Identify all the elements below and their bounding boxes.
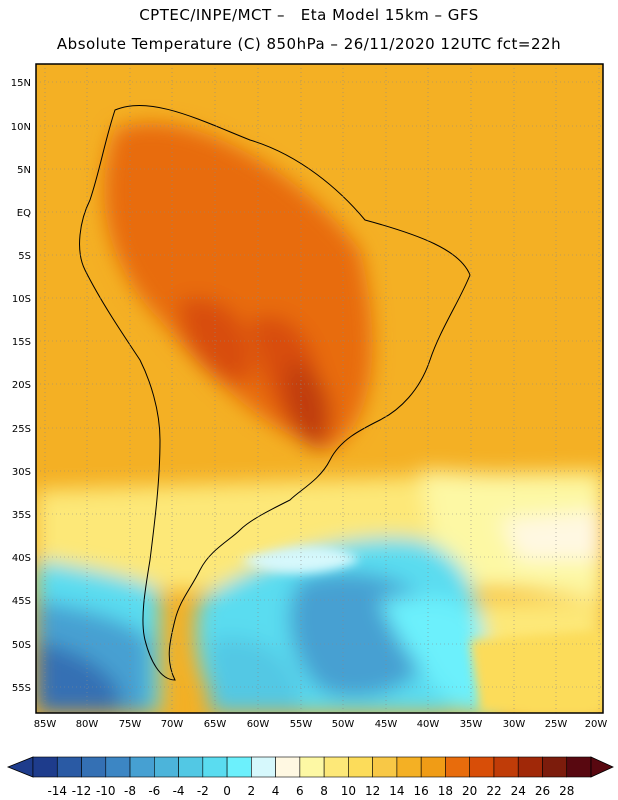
legend-tick-label: 0: [223, 784, 231, 798]
lat-label: 40S: [12, 553, 31, 564]
lon-label: 30W: [503, 719, 526, 730]
legend-tick-label: 16: [414, 784, 429, 798]
legend-swatch: [348, 756, 373, 778]
legend-tick-label: -4: [173, 784, 185, 798]
legend-swatch: [469, 756, 495, 778]
temperature-field: [36, 64, 603, 713]
lon-label: 85W: [34, 719, 57, 730]
latitude-labels: 15N 10N 5N EQ 5S 10S 15S 20S 25S 30S 35S…: [11, 78, 31, 694]
legend-tick-label: 8: [320, 784, 328, 798]
legend-tick-label: 22: [486, 784, 501, 798]
legend-tick-label: 6: [296, 784, 304, 798]
lat-label: 5N: [17, 165, 31, 176]
lat-label: 20S: [12, 380, 31, 391]
lon-label: 20W: [585, 719, 608, 730]
legend-tick-label: 12: [365, 784, 380, 798]
legend-swatch: [542, 756, 568, 778]
continent-outline: [79, 104, 471, 681]
lon-label: 60W: [247, 719, 270, 730]
lat-label: 55S: [12, 683, 31, 694]
legend-swatch: [323, 756, 349, 778]
lon-label: 35W: [460, 719, 483, 730]
lat-label: 30S: [12, 467, 31, 478]
legend-swatch: [178, 756, 204, 778]
lat-label: 35S: [12, 510, 31, 521]
legend-swatch: [372, 756, 398, 778]
lon-label: 75W: [119, 719, 142, 730]
map-frame: [35, 63, 604, 714]
legend-swatch: [202, 756, 228, 778]
lat-label: EQ: [17, 208, 31, 219]
legend-swatch: [226, 756, 252, 778]
lat-label: 10S: [12, 294, 31, 305]
legend-tick-label: -8: [124, 784, 136, 798]
lat-label: 50S: [12, 640, 31, 651]
legend-tick-label: 28: [559, 784, 574, 798]
legend-swatch: [81, 756, 107, 778]
lat-label: 10N: [11, 122, 31, 133]
legend-swatch: [517, 756, 543, 778]
legend-swatch: [251, 756, 276, 778]
legend-swatch: [275, 756, 301, 778]
lat-label: 15S: [12, 337, 31, 348]
lon-label: 65W: [204, 719, 227, 730]
legend-swatch: [420, 756, 446, 778]
legend-swatch: [129, 756, 155, 778]
legend-tick-label: 14: [389, 784, 404, 798]
legend-swatch: [445, 756, 470, 778]
legend-swatch: [566, 756, 592, 778]
lon-label: 45W: [375, 719, 398, 730]
legend-swatch: [105, 756, 131, 778]
legend-tick-label: -14: [47, 784, 67, 798]
legend-tick-label: -10: [96, 784, 116, 798]
color-scale-legend: -14 -12 -10 -8 -6 -4 -2 0 2 4 6 8 10 12 14 16 18 20 22 24 26…: [6, 756, 614, 798]
lon-label: 50W: [332, 719, 355, 730]
legend-tick-label: 4: [272, 784, 280, 798]
legend-swatch: [299, 756, 325, 778]
legend-swatch: [396, 756, 422, 778]
legend-tick-label: 20: [462, 784, 477, 798]
legend-swatch: [493, 756, 519, 778]
legend-swatch: [154, 756, 179, 778]
lat-lon-grid: [36, 64, 603, 713]
legend-swatch: [56, 756, 82, 778]
lon-label: 40W: [417, 719, 440, 730]
legend-tick-label: 24: [511, 784, 526, 798]
legend-swatch: [32, 756, 58, 778]
legend-tick-label: 18: [438, 784, 453, 798]
legend-tick-label: -6: [148, 784, 160, 798]
lon-label: 70W: [161, 719, 184, 730]
lat-label: 15N: [11, 78, 31, 89]
legend-tick-label: -2: [197, 784, 209, 798]
lat-label: 45S: [12, 596, 31, 607]
lon-label: 25W: [545, 719, 568, 730]
legend-tick-label: -12: [72, 784, 92, 798]
lat-label: 5S: [18, 251, 31, 262]
legend-tick-label: 26: [535, 784, 550, 798]
legend-tick-label: 10: [341, 784, 356, 798]
legend-arrow-high: [590, 756, 614, 778]
map-title-line-2: Absolute Temperature (C) 850hPa – 26/11/…: [56, 35, 562, 53]
legend-arrow-low: [6, 756, 34, 778]
lon-label: 55W: [290, 719, 313, 730]
lat-label: 25S: [12, 424, 31, 435]
map-title-line-1: CPTEC/INPE/MCT – Eta Model 15km – GFS: [139, 6, 479, 24]
longitude-labels: 85W 80W 75W 70W 65W 60W 55W 50W 45W 40W …: [34, 719, 608, 730]
legend-tick-label: 2: [248, 784, 256, 798]
lon-label: 80W: [76, 719, 99, 730]
